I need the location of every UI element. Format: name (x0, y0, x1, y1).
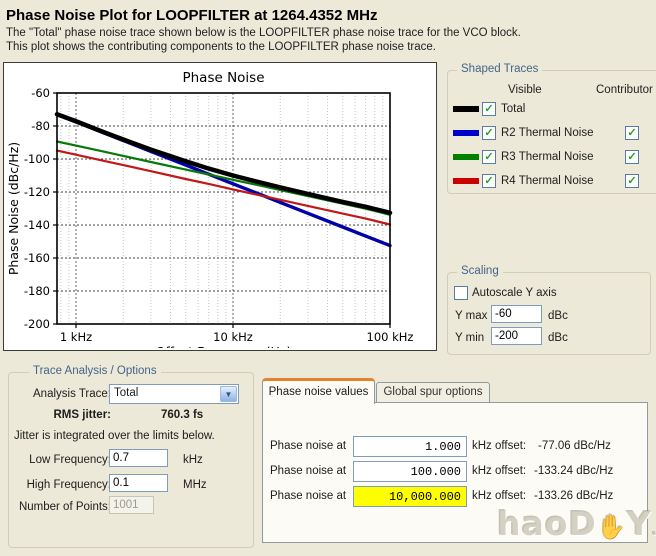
y-tick-label: -120 (24, 185, 50, 199)
phase-noise-chart: -60 -80 -100 -120 -140 -160 -180 -200 1 kHz 10 kH… (6, 70, 414, 359)
trace-row-r4: ✓ R4 Thermal Noise ✓ (453, 173, 656, 189)
r4-contributor-checkbox[interactable]: ✓ (625, 174, 639, 188)
watermark-suffix: .net (652, 521, 656, 539)
number-of-points-label: Number of Points: (18, 501, 111, 513)
watermark-text-right: Y (626, 504, 652, 543)
phase-noise-result-1: -77.06 dBc/Hz (538, 440, 611, 452)
phase-noise-chart-panel: -60 -80 -100 -120 -140 -160 -180 -200 1 kHz 10 kH… (3, 62, 437, 359)
rms-jitter-label: RMS jitter: (53, 409, 112, 421)
r3-trace-swatch (453, 154, 479, 160)
autoscale-label: Autoscale Y axis (472, 287, 557, 299)
r2-contributor-checkbox[interactable]: ✓ (625, 126, 639, 140)
khz-offset-label: kHz offset: (472, 465, 527, 477)
x-axis-label: Offset Frequency (Hz) (156, 344, 292, 348)
trace-label: R4 Thermal Noise (501, 175, 594, 187)
trace-label: R2 Thermal Noise (501, 127, 594, 139)
low-frequency-label: Low Frequency: (29, 454, 111, 466)
y-tick-label: -80 (31, 119, 50, 133)
khz-offset-label: kHz offset: (472, 440, 527, 452)
ymin-unit: dBc (548, 332, 568, 344)
high-frequency-label: High Frequency: (26, 479, 111, 491)
number-of-points-input (109, 496, 154, 514)
y-tick-label: -200 (24, 317, 50, 331)
trace-r4-thermal-noise (55, 149, 392, 226)
chevron-down-icon[interactable]: ▼ (220, 386, 237, 402)
r4-trace-swatch (453, 178, 479, 184)
analysis-trace-label: Analysis Trace: (33, 388, 111, 400)
ymin-input[interactable] (491, 327, 542, 345)
y-tick-label: -100 (24, 152, 50, 166)
chart-title: Phase Noise (182, 70, 264, 86)
y-tick-label: -60 (31, 86, 50, 100)
ymin-label: Y min (455, 332, 485, 344)
trace-row-r2: ✓ R2 Thermal Noise ✓ (453, 125, 656, 141)
offset-2-input[interactable] (353, 461, 467, 482)
phase-noise-result-2: -133.24 dBc/Hz (534, 465, 614, 477)
ymax-label: Y max (455, 310, 488, 322)
offset-1-input[interactable] (353, 436, 467, 457)
trace-label: R3 Thermal Noise (501, 151, 594, 163)
plot-frame (56, 92, 391, 325)
shaped-traces-caption: Shaped Traces (457, 63, 543, 75)
shaped-traces-group: Shaped Traces Visible Contributor ✓ Tota… (447, 63, 656, 194)
total-visible-checkbox[interactable]: ✓ (482, 102, 496, 116)
rms-jitter-value: 760.3 fs (161, 409, 204, 421)
r3-visible-checkbox[interactable]: ✓ (482, 150, 496, 164)
y-tick-label: -140 (24, 218, 50, 232)
r2-trace-swatch (453, 130, 479, 136)
watermark: haoD✋Y.net (497, 504, 656, 543)
trace-row-total: ✓ Total (453, 101, 656, 117)
high-frequency-input[interactable] (109, 474, 168, 492)
high-frequency-unit: MHz (183, 479, 207, 491)
trace-label: Total (501, 103, 526, 115)
x-tick-label: 100 kHz (367, 330, 414, 344)
low-frequency-unit: kHz (183, 454, 203, 466)
description-line-1: The "Total" phase noise trace shown belo… (6, 27, 521, 39)
trace-total (54, 112, 393, 216)
autoscale-checkbox[interactable] (454, 286, 468, 300)
tab-global-spur-options[interactable]: Global spur options (376, 382, 490, 403)
x-tick-label: 1 kHz (60, 330, 92, 344)
y-tick-label: -180 (24, 284, 50, 298)
trace-analysis-caption: Trace Analysis / Options (29, 365, 161, 377)
scaling-caption: Scaling (457, 265, 503, 277)
offset-3-input[interactable] (353, 486, 467, 507)
trace-row-r3: ✓ R3 Thermal Noise ✓ (453, 149, 656, 165)
y-tick-label: -160 (24, 251, 50, 265)
phase-noise-at-label: Phase noise at (270, 490, 347, 502)
ymax-input[interactable] (491, 305, 542, 323)
jitter-note: Jitter is integrated over the limits bel… (14, 430, 215, 442)
phase-noise-at-label: Phase noise at (270, 440, 347, 452)
tab-phase-noise-values[interactable]: Phase noise values (262, 378, 375, 404)
trace-analysis-group: Trace Analysis / Options Analysis Trace:… (8, 365, 254, 548)
phase-noise-at-label: Phase noise at (270, 465, 347, 477)
ymax-unit: dBc (548, 310, 568, 322)
x-tick-label: 10 kHz (213, 330, 253, 344)
analysis-trace-value: Total (114, 387, 139, 399)
r2-visible-checkbox[interactable]: ✓ (482, 126, 496, 140)
phase-noise-result-3: -133.26 dBc/Hz (534, 490, 614, 502)
description-line-2: This plot shows the contributing compone… (6, 41, 436, 53)
hand-icon: ✋ (596, 513, 627, 541)
khz-offset-label: kHz offset: (472, 490, 527, 502)
visible-column-header: Visible (508, 84, 542, 96)
contributor-column-header: Contributor (596, 84, 653, 96)
trace-r3-thermal-noise (55, 140, 392, 216)
r4-visible-checkbox[interactable]: ✓ (482, 174, 496, 188)
analysis-trace-select[interactable]: Total ▼ (109, 384, 239, 404)
r3-contributor-checkbox[interactable]: ✓ (625, 150, 639, 164)
low-frequency-input[interactable] (109, 449, 168, 467)
scaling-group: Scaling Autoscale Y axis Y max dBc Y min… (447, 265, 651, 355)
watermark-text-left: haoD (497, 504, 597, 543)
total-trace-swatch (453, 106, 479, 112)
y-axis-label: Phase Noise (dBc/Hz) (6, 142, 21, 275)
page-title: Phase Noise Plot for LOOPFILTER at 1264.… (6, 7, 378, 24)
